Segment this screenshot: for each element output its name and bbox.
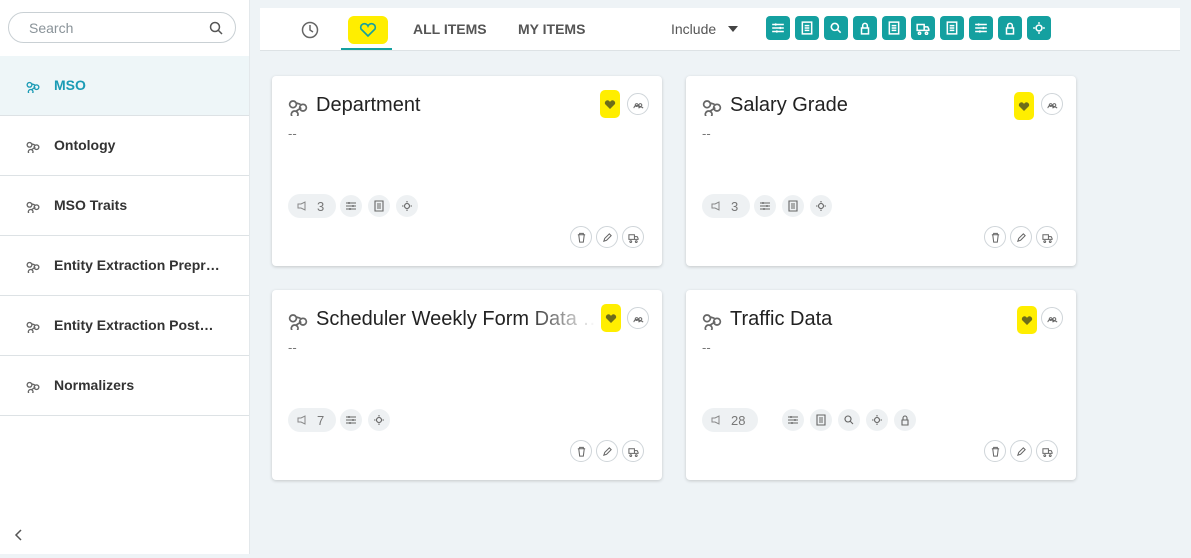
attribute-icon[interactable] [838,409,860,431]
active-tab-indicator [341,48,392,50]
search-placeholder: Search [29,20,74,36]
trash-button[interactable] [570,226,592,248]
sidebar-label[interactable]: MSO [54,77,86,93]
usage-count-value: 28 [731,413,746,428]
favorite-button[interactable] [1017,306,1037,334]
attribute-icon[interactable] [810,195,832,217]
usage-count[interactable]: 3 [702,194,750,218]
sidebar-label[interactable]: Entity Extraction Prepr… [54,257,220,273]
card-description: -- [702,340,711,355]
item-card[interactable]: Department -- 3 [272,76,662,266]
collapse-button[interactable] [12,528,26,542]
card-icon [288,310,308,335]
sidebar-item[interactable]: Normalizers [0,356,249,416]
card-title[interactable]: Salary Grade [730,94,848,116]
pencil-button[interactable] [596,226,618,248]
attribute-icon[interactable] [340,195,362,217]
truck-button[interactable] [1036,440,1058,462]
usage-count-value: 3 [731,199,739,214]
usage-count[interactable]: 7 [288,408,336,432]
share-button[interactable] [1041,307,1063,329]
usage-count[interactable]: 28 [702,408,758,432]
toolbar-button[interactable] [998,16,1022,40]
attribute-icon[interactable] [782,195,804,217]
attribute-icon[interactable] [396,195,418,217]
sidebar-label[interactable]: Normalizers [54,377,135,393]
card-description: -- [288,126,297,141]
sidebar-item[interactable]: Ontology [0,116,249,176]
recent-tab[interactable] [301,21,319,39]
pencil-button[interactable] [596,440,618,462]
attribute-icon[interactable] [894,409,916,431]
toolbar-button[interactable] [1027,16,1051,40]
sidebar-item[interactable]: MSO [0,56,249,116]
toolbar-button[interactable] [940,16,964,40]
search-box[interactable]: Search [8,12,236,43]
sidebar: Search MSO Ontology MSO Traits Entity Extra… [0,0,250,554]
card-title[interactable]: Scheduler Weekly Form Data … [316,308,596,330]
favorite-button[interactable] [600,90,620,118]
tab[interactable]: MY ITEMS [518,21,586,37]
toolbar-button[interactable] [911,16,935,40]
sidebar-item[interactable]: MSO Traits [0,176,249,236]
item-card[interactable]: Scheduler Weekly Form Data … -- 7 [272,290,662,480]
pencil-button[interactable] [1010,226,1032,248]
toolbar-button[interactable] [824,16,848,40]
item-card[interactable]: Traffic Data -- 28 [686,290,1076,480]
card-icon [288,96,308,121]
attribute-icon[interactable] [368,409,390,431]
truck-button[interactable] [622,226,644,248]
usage-count[interactable]: 3 [288,194,336,218]
toolbar-button[interactable] [795,16,819,40]
favorites-tab[interactable] [348,16,388,44]
attribute-icon[interactable] [810,409,832,431]
toolbar-button[interactable] [853,16,877,40]
search-icon[interactable] [209,21,223,35]
toolbar-button[interactable] [969,16,993,40]
card-title[interactable]: Traffic Data [730,308,833,330]
sidebar-label[interactable]: Ontology [54,137,116,153]
favorite-button[interactable] [1014,92,1034,120]
attribute-icon[interactable] [866,409,888,431]
favorite-button[interactable] [601,304,621,332]
card-icon [702,96,722,121]
pencil-button[interactable] [1010,440,1032,462]
filter-dropdown[interactable]: Include [671,21,717,37]
attribute-icon[interactable] [368,195,390,217]
usage-count-value: 7 [317,413,325,428]
share-button[interactable] [1041,93,1063,115]
share-button[interactable] [627,307,649,329]
sidebar-item[interactable]: Entity Extraction Post… [0,296,249,356]
trash-button[interactable] [984,440,1006,462]
sidebar-label[interactable]: MSO Traits [54,197,128,213]
tab[interactable]: ALL ITEMS [413,21,487,37]
trash-button[interactable] [984,226,1006,248]
toolbar-button[interactable] [882,16,906,40]
toolbar: ALL ITEMS MY ITEMS Include [260,8,1180,51]
card-description: -- [288,340,297,355]
item-card[interactable]: Salary Grade -- 3 [686,76,1076,266]
attribute-icon[interactable] [782,409,804,431]
usage-count-value: 3 [317,199,325,214]
attribute-icon[interactable] [340,409,362,431]
sidebar-item[interactable]: Entity Extraction Prepr… [0,236,249,296]
toolbar-button[interactable] [766,16,790,40]
trash-button[interactable] [570,440,592,462]
truck-button[interactable] [622,440,644,462]
dropdown-caret [728,26,738,32]
card-icon [702,310,722,335]
card-title[interactable]: Department [316,94,421,116]
share-button[interactable] [627,93,649,115]
sidebar-label[interactable]: Entity Extraction Post… [54,317,214,333]
truck-button[interactable] [1036,226,1058,248]
card-description: -- [702,126,711,141]
attribute-icon[interactable] [754,195,776,217]
